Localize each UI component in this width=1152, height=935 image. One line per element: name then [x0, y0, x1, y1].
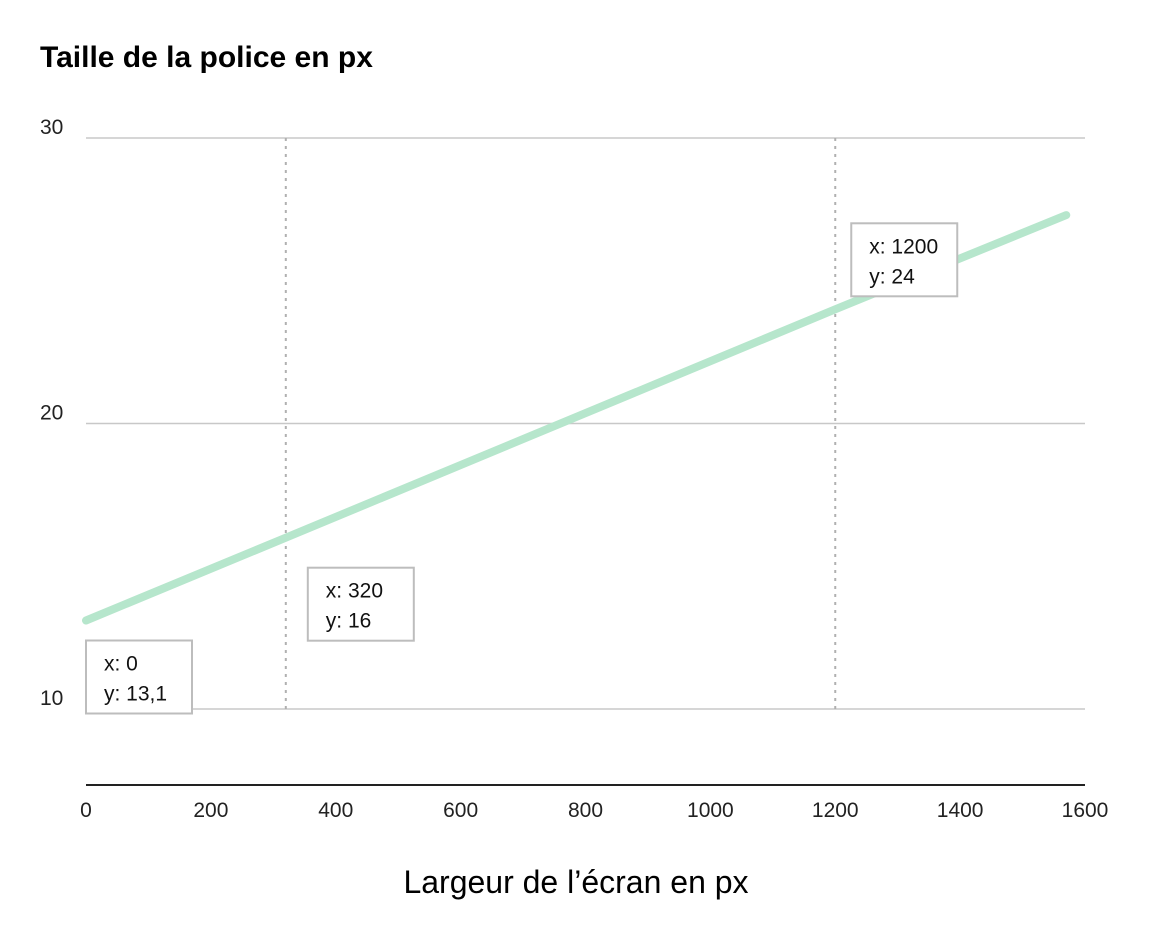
x-tick-label: 600 — [443, 799, 478, 822]
annotation-x-label: x: 0 — [104, 652, 138, 675]
annotations: x: 0 y: 13,1 x: 320 y: 16 x: 1200 y: 24 — [85, 222, 959, 715]
annotation-y-label: y: 13,1 — [104, 682, 167, 705]
annotation-frame — [306, 566, 415, 642]
x-tick-labels: 0 200 400 600 800 1000 1200 1400 1600 — [80, 799, 1108, 822]
annotation-x-label: x: 1200 — [869, 235, 938, 258]
x-tick-label: 1200 — [812, 799, 859, 822]
y-tick-label: 30 — [40, 116, 63, 139]
x-tick-label: 0 — [80, 799, 92, 822]
annotation-x-label: x: 320 — [326, 580, 383, 603]
y-tick-label: 20 — [40, 402, 63, 425]
x-tick-label: 1000 — [687, 799, 734, 822]
y-axis-title: Taille de la police en px — [40, 41, 373, 74]
gridlines — [86, 137, 1085, 710]
annotation-frame — [85, 639, 193, 715]
x-tick-label: 1600 — [1062, 799, 1109, 822]
x-tick-label: 400 — [318, 799, 353, 822]
annotation-y-label: y: 16 — [326, 610, 372, 633]
y-tick-label: 10 — [40, 687, 63, 710]
x-tick-label: 200 — [193, 799, 228, 822]
x-axis-title: Largeur de l’écran en px — [403, 864, 748, 900]
y-tick-labels: 10 20 30 — [40, 116, 63, 710]
annotation-box: x: 0 y: 13,1 — [85, 639, 193, 715]
annotation-frame — [850, 222, 959, 298]
annotation-box: x: 1200 y: 24 — [850, 222, 959, 298]
annotation-box: x: 320 y: 16 — [306, 566, 415, 642]
x-tick-label: 800 — [568, 799, 603, 822]
x-tick-label: 1400 — [937, 799, 984, 822]
annotation-y-label: y: 24 — [869, 265, 915, 288]
